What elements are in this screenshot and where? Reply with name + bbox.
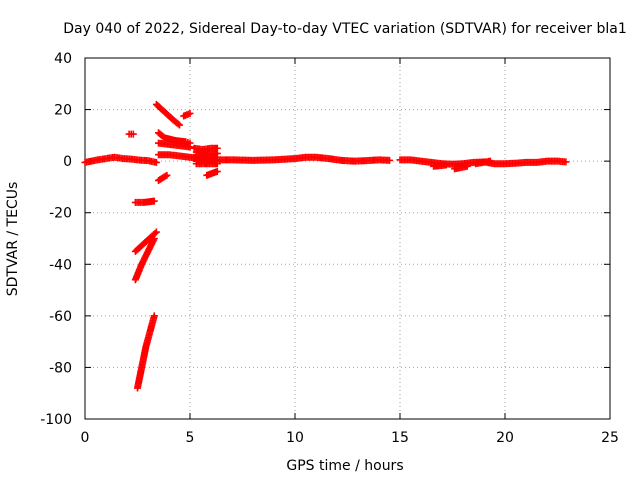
data-point	[562, 158, 570, 166]
data-point	[186, 143, 194, 151]
y-tick-label: 40	[54, 51, 72, 67]
data-point	[386, 156, 393, 164]
y-tick-label: 0	[63, 154, 72, 170]
x-tick-label: 20	[496, 430, 514, 446]
x-tick-label: 15	[391, 430, 409, 446]
data-point	[486, 157, 494, 165]
x-axis-title: GPS time / hours	[286, 458, 403, 474]
data-point	[176, 121, 183, 129]
y-tick-label: -100	[40, 412, 72, 428]
data-point	[213, 167, 221, 175]
data-point	[442, 161, 450, 169]
data-point	[152, 158, 160, 166]
y-axis-title: SDTVAR / TECUs	[5, 182, 21, 297]
y-tick-label: 20	[54, 103, 72, 119]
data-point	[150, 312, 158, 320]
y-tick-label: -80	[49, 360, 72, 376]
chart-title: Day 040 of 2022, Sidereal Day-to-day VTE…	[63, 21, 626, 37]
data-point	[150, 197, 158, 205]
data-point	[186, 109, 194, 117]
data-point	[150, 235, 158, 242]
y-tick-label: -40	[49, 257, 72, 273]
axis-ticks: 0 5 10 15 20 25 40 20 0 -20 -40 -60 -80 -100	[40, 51, 619, 446]
data-points	[81, 100, 570, 392]
x-tick-label: 5	[186, 430, 195, 446]
data-point	[162, 172, 169, 180]
data-point	[163, 171, 171, 179]
y-tick-label: -20	[49, 206, 72, 222]
data-point	[129, 130, 137, 138]
data-point	[174, 120, 182, 128]
grid-lines	[85, 58, 610, 419]
data-point	[463, 162, 471, 170]
x-tick-label: 25	[601, 430, 619, 446]
plot-frame	[84, 57, 611, 420]
y-tick-label: -60	[49, 309, 72, 325]
data-point	[152, 228, 160, 236]
x-tick-label: 0	[81, 430, 90, 446]
x-tick-label: 10	[286, 430, 304, 446]
